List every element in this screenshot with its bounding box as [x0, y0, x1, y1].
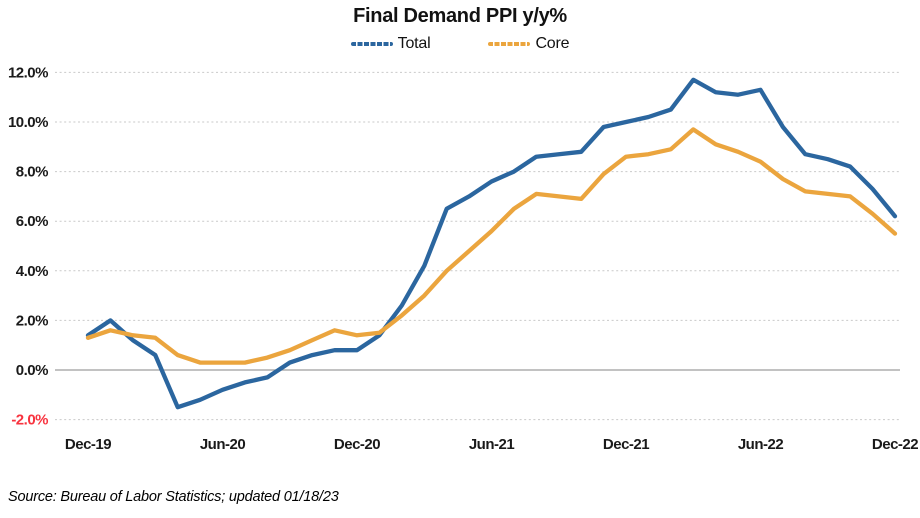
- x-axis-tick-label: Jun-21: [469, 436, 515, 453]
- y-axis-tick-label: 2.0%: [16, 312, 48, 329]
- x-axis-tick-label: Dec-20: [334, 436, 380, 453]
- y-axis-tick-label: 4.0%: [16, 263, 48, 280]
- x-axis-tick-label: Dec-22: [872, 436, 918, 453]
- y-axis-tick-label: 8.0%: [16, 164, 48, 181]
- legend-item-total: Total: [350, 35, 431, 53]
- chart-title: Final Demand PPI y/y%: [353, 5, 567, 27]
- legend: Total Core: [0, 34, 920, 54]
- y-axis-tick-label: 6.0%: [16, 213, 48, 230]
- x-axis-tick-label: Dec-19: [65, 436, 111, 453]
- y-axis-tick-label: 0.0%: [16, 362, 48, 379]
- y-axis-tick-label: 12.0%: [8, 64, 48, 81]
- y-axis-tick-label: 10.0%: [8, 114, 48, 131]
- x-axis-tick-label: Jun-20: [200, 436, 246, 453]
- total-line-swatch: [350, 42, 393, 46]
- legend-label-core: Core: [535, 35, 570, 52]
- chart-plot: 12.0% 10.0% 8.0% 6.0% 4.0% 2.0% 0.0% -2.0% Dec-1…: [8, 64, 919, 453]
- legend-label-total: Total: [397, 35, 431, 52]
- total-series-line: [85, 77, 898, 410]
- y-axis-tick-label: -2.0%: [11, 412, 48, 429]
- x-axis-tick-label: Jun-22: [738, 436, 784, 453]
- x-axis-tick-label: Dec-21: [603, 436, 649, 453]
- core-line-swatch: [488, 42, 531, 46]
- core-series-line: [85, 127, 898, 365]
- legend-item-core: Core: [488, 35, 570, 53]
- source-note: Source: Bureau of Labor Statistics; upda…: [8, 489, 339, 505]
